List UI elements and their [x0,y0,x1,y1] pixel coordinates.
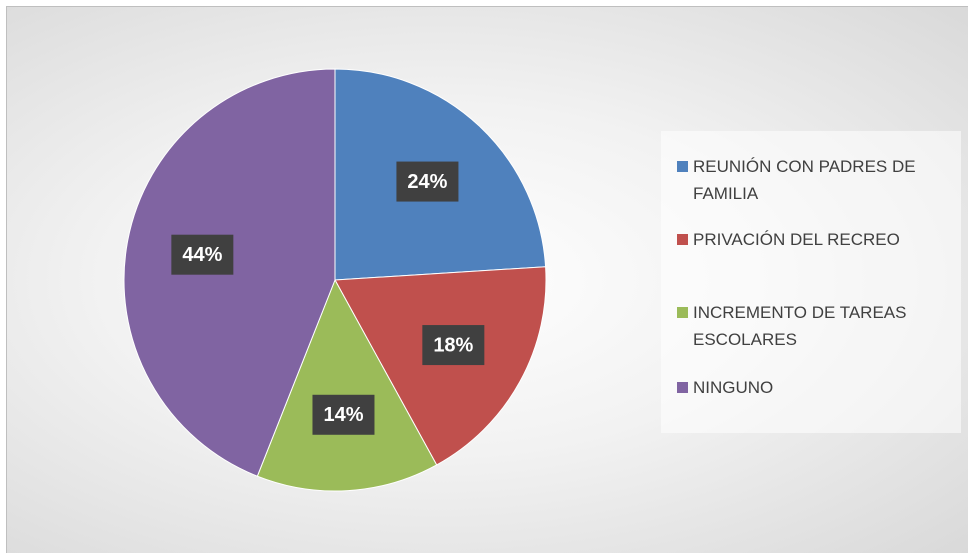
pie-area: 24% 18% 14% 44% [123,68,547,492]
data-label: 14% [323,404,363,426]
legend-swatch [677,234,688,245]
chart: 24% 18% 14% 44% REUNIÓN CON PADRES DE FAMIL… [6,6,968,553]
legend-label: NINGUNO [693,378,774,397]
pie-slice [256,278,438,492]
legend-entry: NINGUNO [677,374,968,401]
data-label: 18% [433,334,473,356]
data-label-box [422,325,485,366]
legend-entry: INCREMENTO DE TAREAS ESCOLARES [677,299,968,353]
legend-swatch [677,382,688,393]
data-label-box [171,234,234,275]
legend-entry: PRIVACIÓN DEL RECREO [677,226,968,253]
data-label: 24% [407,171,447,193]
legend-swatch [677,307,688,318]
data-label-box [396,161,459,202]
pie-slice [334,266,547,466]
legend-label: PRIVACIÓN DEL RECREO [693,230,900,249]
legend-label: REUNIÓN CON PADRES DE FAMILIA [693,157,916,203]
legend-swatch [677,161,688,172]
data-label-box [312,394,375,435]
legend-label: INCREMENTO DE TAREAS ESCOLARES [693,303,907,349]
legend-entry: REUNIÓN CON PADRES DE FAMILIA [677,153,968,207]
data-label: 44% [182,244,222,266]
legend: REUNIÓN CON PADRES DE FAMILIA PRIVACIÓN D… [661,131,961,433]
